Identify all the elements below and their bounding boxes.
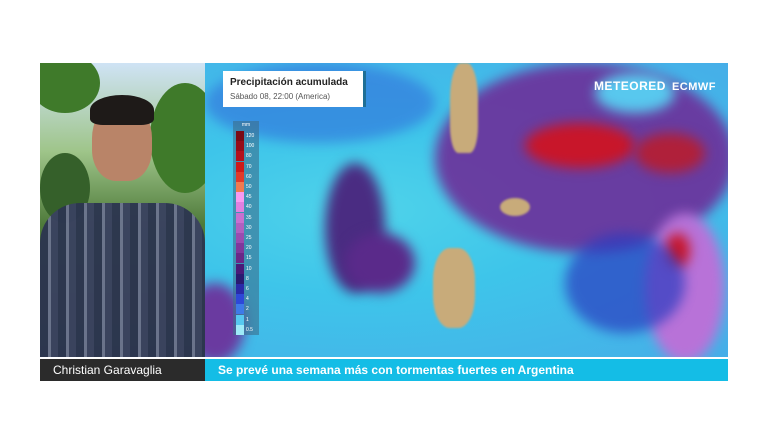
- colorbar-level: 6: [236, 284, 258, 294]
- colorbar-swatch: [236, 243, 244, 254]
- colorbar-label: 6: [246, 286, 249, 292]
- colorbar-label: 10: [246, 265, 252, 272]
- colorbar-level: 15: [236, 253, 258, 264]
- colorbar-level: 20: [236, 243, 258, 254]
- colorbar-level: 70: [236, 161, 258, 172]
- map-title: Precipitación acumulada: [230, 77, 348, 88]
- colorbar-swatch: [236, 222, 244, 233]
- colorbar-label: 8: [246, 275, 249, 282]
- colorbar-level: 80: [236, 151, 258, 162]
- colorbar-unit: mm: [241, 122, 251, 128]
- presenter-name: Christian Garavaglia: [53, 363, 162, 377]
- colorbar-swatch: [236, 314, 244, 325]
- colorbar-swatch: [236, 212, 244, 223]
- colorbar-level: 50: [236, 182, 258, 192]
- colorbar-level: 60: [236, 171, 258, 182]
- colorbar-label: 20: [246, 245, 252, 252]
- colorbar-level: 0.5: [236, 324, 258, 335]
- presenter-name-bar: Christian Garavaglia: [40, 359, 205, 381]
- colorbar-swatch: [236, 253, 244, 264]
- colorbar-label: 35: [246, 214, 252, 221]
- colorbar-label: 0.5: [246, 326, 253, 333]
- colorbar-swatch: [236, 192, 244, 203]
- colorbar-label: 100: [246, 143, 255, 150]
- map-legend-box: Precipitación acumulada Sábado 08, 22:00…: [223, 71, 366, 107]
- map-timestamp: Sábado 08, 22:00 (America): [230, 92, 331, 101]
- colorbar-swatch: [236, 324, 244, 335]
- colorbar-label: 2: [246, 306, 249, 313]
- colorbar-swatch: [236, 284, 244, 294]
- colorbar-level: 30: [236, 222, 258, 233]
- headline-bar: Se prevé una semana más con tormentas fu…: [205, 359, 728, 381]
- colorbar-swatch: [236, 304, 244, 315]
- partner-logo: ECMWF: [671, 81, 716, 93]
- colorbar-label: 30: [246, 224, 252, 231]
- colorbar-label: 70: [246, 163, 252, 170]
- colorbar-level: 120: [236, 131, 258, 141]
- colorbar-level: 2: [236, 304, 258, 315]
- colorbar-level: 4: [236, 294, 258, 305]
- colorbar-level: 1: [236, 314, 258, 325]
- meteored-ecmwf-logo: METEORED ECMWF: [594, 79, 716, 93]
- colorbar-swatch: [236, 294, 244, 305]
- colorbar-label: 4: [246, 296, 249, 303]
- colorbar-level: 100: [236, 141, 258, 152]
- colorbar-swatch: [236, 171, 244, 182]
- colorbar-swatch: [236, 161, 244, 172]
- colorbar-label: 50: [246, 184, 252, 190]
- colorbar-swatch: [236, 273, 244, 284]
- colorbar-swatch: [236, 151, 244, 162]
- colorbar-level: 40: [236, 202, 258, 213]
- colorbar-level: 10: [236, 263, 258, 274]
- brand-logo: METEORED: [593, 79, 666, 93]
- colorbar-label: 25: [246, 235, 252, 241]
- presenter-video: [40, 63, 205, 357]
- colorbar-label: 40: [246, 204, 252, 211]
- precipitation-map: Precipitación acumulada Sábado 08, 22:00…: [205, 63, 728, 357]
- colorbar-swatch: [236, 141, 244, 152]
- colorbar-label: 120: [246, 133, 255, 139]
- colorbar-label: 80: [246, 153, 252, 160]
- colorbar-level: 35: [236, 212, 258, 223]
- colorbar-swatch: [236, 233, 244, 243]
- precipitation-colorbar: mm 120 100 80 70 60 50 45 40 35 30 25 20 15 10 8 6 4 2 1 0.…: [233, 121, 259, 335]
- colorbar-level: 8: [236, 273, 258, 284]
- colorbar-label: 45: [246, 194, 252, 201]
- presenter-shirt: [40, 203, 205, 357]
- headline-text: Se prevé una semana más con tormentas fu…: [218, 363, 574, 377]
- tree: [150, 83, 205, 193]
- colorbar-label: 60: [246, 173, 252, 180]
- colorbar-level: 45: [236, 192, 258, 203]
- colorbar-swatch: [236, 131, 244, 141]
- colorbar-label: 1: [246, 316, 249, 323]
- colorbar-swatch: [236, 182, 244, 192]
- colorbar-swatch: [236, 202, 244, 213]
- colorbar-level: 25: [236, 233, 258, 243]
- presenter-hair: [90, 95, 154, 125]
- colorbar-swatch: [236, 263, 244, 274]
- colorbar-label: 15: [246, 255, 252, 262]
